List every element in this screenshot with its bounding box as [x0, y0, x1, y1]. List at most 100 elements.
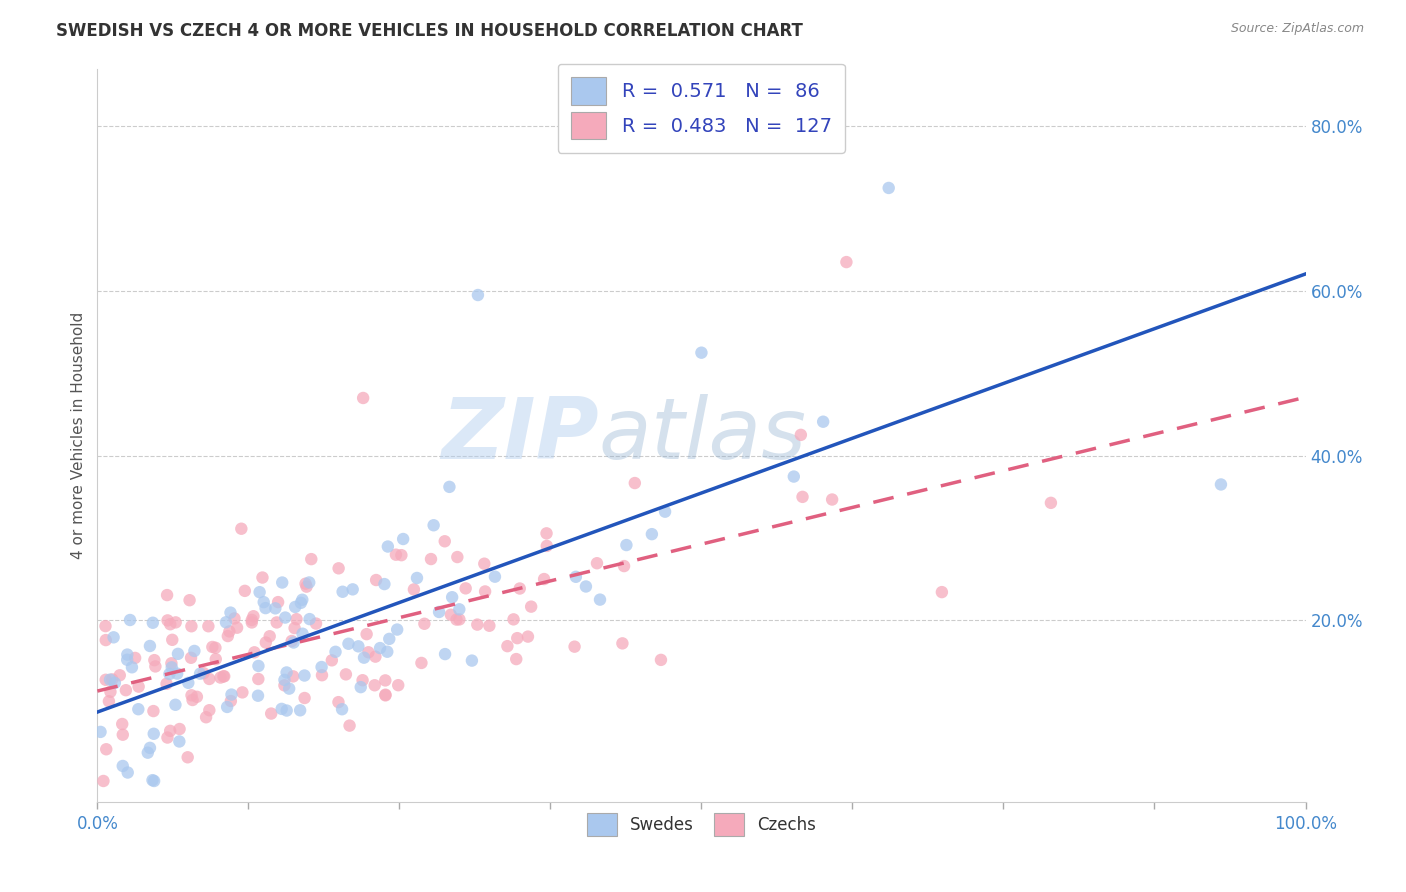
- Point: [280, 634, 302, 648]
- Point: [427, 605, 450, 619]
- Point: [169, 734, 191, 748]
- Point: [589, 592, 612, 607]
- Point: [792, 490, 814, 504]
- Point: [465, 617, 488, 632]
- Point: [136, 746, 159, 760]
- Point: [387, 678, 409, 692]
- Point: [108, 668, 131, 682]
- Point: [93, 774, 115, 789]
- Point: [285, 612, 308, 626]
- Point: [264, 601, 287, 615]
- Point: [353, 650, 375, 665]
- Point: [337, 637, 360, 651]
- Point: [564, 640, 586, 654]
- Point: [180, 688, 202, 702]
- Point: [215, 615, 238, 630]
- Point: [509, 582, 531, 596]
- Point: [931, 585, 953, 599]
- Point: [115, 683, 138, 698]
- Point: [422, 518, 444, 533]
- Point: [375, 645, 398, 659]
- Point: [204, 640, 226, 655]
- Point: [276, 704, 298, 718]
- Point: [231, 685, 253, 699]
- Point: [378, 632, 401, 646]
- Point: [311, 660, 333, 674]
- Point: [176, 750, 198, 764]
- Point: [505, 652, 527, 666]
- Point: [94, 633, 117, 648]
- Point: [145, 659, 167, 673]
- Point: [616, 538, 638, 552]
- Point: [249, 585, 271, 599]
- Point: [273, 678, 295, 692]
- Point: [654, 505, 676, 519]
- Point: [165, 698, 187, 712]
- Point: [283, 635, 305, 649]
- Point: [284, 599, 307, 614]
- Point: [389, 548, 412, 562]
- Point: [260, 706, 283, 721]
- Point: [586, 556, 609, 570]
- Point: [121, 660, 143, 674]
- Point: [267, 595, 290, 609]
- Point: [332, 584, 354, 599]
- Text: Source: ZipAtlas.com: Source: ZipAtlas.com: [1230, 22, 1364, 36]
- Point: [180, 619, 202, 633]
- Point: [186, 690, 208, 704]
- Point: [193, 666, 215, 681]
- Legend: Swedes, Czechs: Swedes, Czechs: [578, 805, 824, 845]
- Point: [98, 673, 121, 687]
- Point: [212, 669, 235, 683]
- Point: [240, 613, 263, 627]
- Point: [221, 688, 243, 702]
- Point: [402, 582, 425, 597]
- Point: [347, 640, 370, 654]
- Point: [449, 602, 471, 616]
- Point: [575, 579, 598, 593]
- Text: SWEDISH VS CZECH 4 OR MORE VEHICLES IN HOUSEHOLD CORRELATION CHART: SWEDISH VS CZECH 4 OR MORE VEHICLES IN H…: [56, 22, 803, 40]
- Point: [181, 693, 204, 707]
- Point: [294, 691, 316, 706]
- Point: [641, 527, 664, 541]
- Point: [294, 576, 316, 591]
- Point: [224, 611, 246, 625]
- Point: [305, 616, 328, 631]
- Point: [217, 629, 239, 643]
- Point: [374, 673, 396, 688]
- Point: [180, 650, 202, 665]
- Point: [328, 695, 350, 709]
- Point: [325, 645, 347, 659]
- Point: [506, 631, 529, 645]
- Point: [266, 615, 288, 630]
- Point: [188, 666, 211, 681]
- Point: [496, 639, 519, 653]
- Point: [299, 552, 322, 566]
- Point: [311, 668, 333, 682]
- Point: [254, 635, 277, 649]
- Point: [790, 428, 813, 442]
- Point: [124, 651, 146, 665]
- Point: [97, 694, 120, 708]
- Point: [274, 610, 297, 624]
- Point: [374, 689, 396, 703]
- Text: atlas: atlas: [599, 393, 807, 476]
- Point: [160, 660, 183, 674]
- Point: [502, 612, 524, 626]
- Point: [350, 680, 373, 694]
- Point: [877, 181, 900, 195]
- Point: [291, 626, 314, 640]
- Point: [281, 669, 304, 683]
- Point: [328, 561, 350, 575]
- Point: [218, 624, 240, 639]
- Point: [159, 723, 181, 738]
- Point: [247, 689, 270, 703]
- Point: [111, 717, 134, 731]
- Point: [335, 667, 357, 681]
- Point: [142, 727, 165, 741]
- Point: [94, 673, 117, 687]
- Point: [156, 731, 179, 745]
- Point: [385, 548, 408, 562]
- Point: [612, 636, 634, 650]
- Point: [165, 615, 187, 630]
